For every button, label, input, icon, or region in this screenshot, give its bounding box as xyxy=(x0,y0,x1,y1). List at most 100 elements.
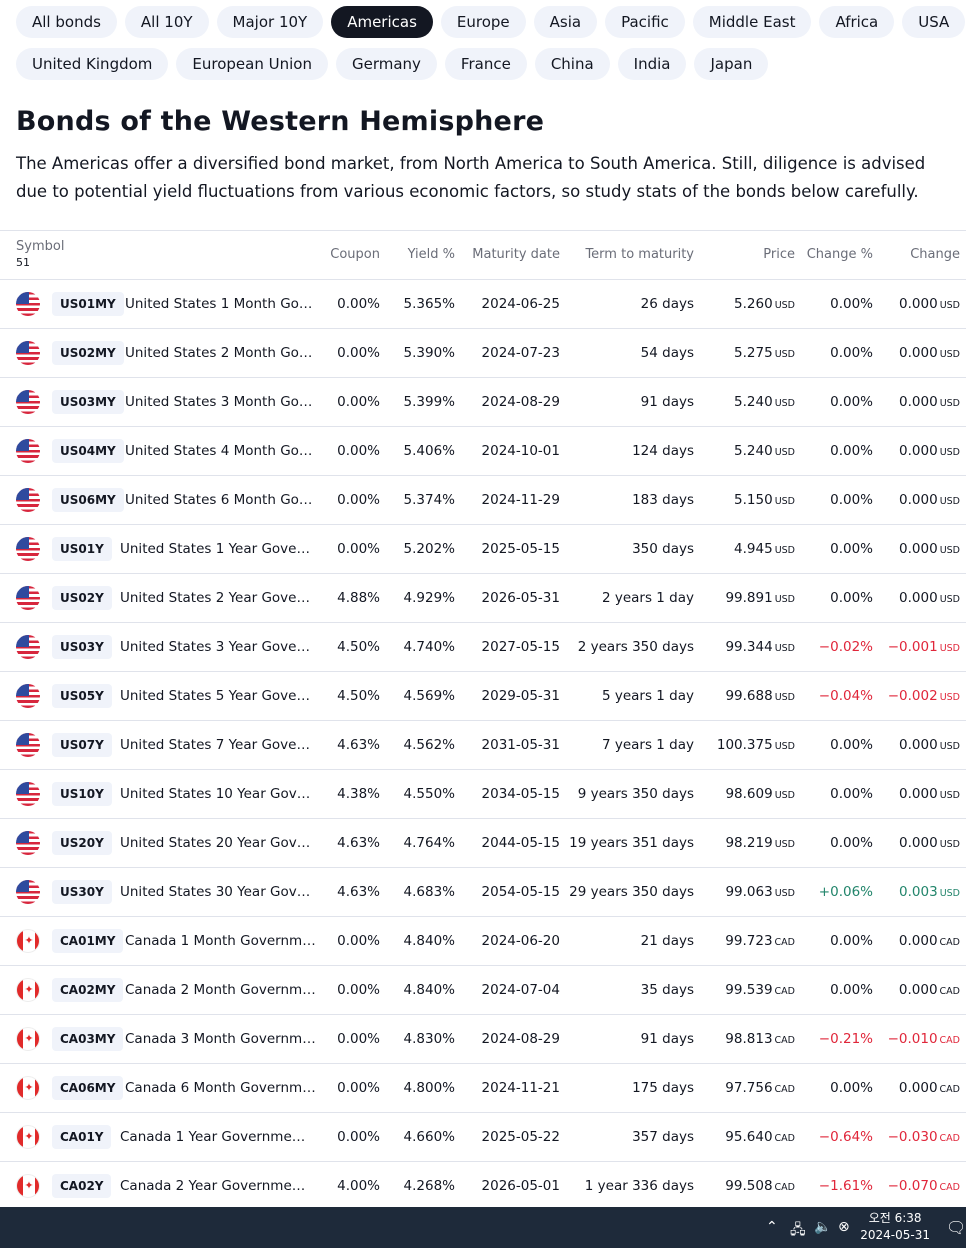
filter-pill-major-10y[interactable]: Major 10Y xyxy=(216,6,324,38)
bond-name[interactable]: United States 30 Year Government Bonds Y… xyxy=(120,884,312,900)
header-symbol[interactable]: Symbol 51 xyxy=(16,239,64,271)
windows-taskbar: ⌃ 🖧 🔈 ⊗ 오전 6:38 2024-05-31 🗨 xyxy=(0,1207,966,1248)
symbol-badge[interactable]: CA02Y xyxy=(52,1174,112,1198)
filter-pill-germany[interactable]: Germany xyxy=(335,48,437,80)
bond-name[interactable]: United States 1 Month Government Bill Yi… xyxy=(125,296,317,312)
symbol-badge[interactable]: US20Y xyxy=(52,831,112,855)
change-cell: −0.030 CAD xyxy=(888,1129,960,1145)
change-percent-value: +0.06% xyxy=(818,884,873,900)
bonds-table: Symbol 51 Coupon Yield % Maturity date T… xyxy=(0,230,966,1211)
table-row[interactable]: US07Y United States 7 Year Government Bon… xyxy=(0,721,966,770)
chevron-up-icon[interactable]: ⌃ xyxy=(766,1219,778,1235)
symbol-badge[interactable]: CA02MY xyxy=(52,978,124,1002)
symbol-badge[interactable]: US30Y xyxy=(52,880,112,904)
symbol-badge[interactable]: CA03MY xyxy=(52,1027,124,1051)
symbol-badge[interactable]: US03MY xyxy=(52,390,124,414)
system-clock[interactable]: 오전 6:38 2024-05-31 xyxy=(860,1210,930,1244)
filter-pill-united-kingdom[interactable]: United Kingdom xyxy=(16,48,169,80)
symbol-badge[interactable]: US05Y xyxy=(52,684,112,708)
header-price[interactable]: Price xyxy=(763,247,795,262)
table-row[interactable]: US20Y United States 20 Year Government Bo… xyxy=(0,819,966,868)
filter-pill-usa[interactable]: USA xyxy=(902,6,966,38)
header-change-percent[interactable]: Change % xyxy=(806,247,873,262)
filter-pill-all-10y[interactable]: All 10Y xyxy=(124,6,209,38)
bond-name[interactable]: Canada 1 Month Government Bill Yield xyxy=(125,933,317,949)
network-icon[interactable]: 🖧 xyxy=(790,1222,806,1238)
symbol-badge[interactable]: US04MY xyxy=(52,439,124,463)
price-cell: 98.609 USD xyxy=(725,786,795,802)
symbol-badge[interactable]: US06MY xyxy=(52,488,124,512)
coupon-value: 4.63% xyxy=(337,835,380,851)
filter-pill-all-bonds[interactable]: All bonds xyxy=(16,6,117,38)
table-row[interactable]: US10Y United States 10 Year Government Bo… xyxy=(0,770,966,819)
filter-pill-china[interactable]: China xyxy=(534,48,610,80)
symbol-badge[interactable]: US07Y xyxy=(52,733,112,757)
symbol-badge[interactable]: CA01MY xyxy=(52,929,124,953)
filter-pill-japan[interactable]: Japan xyxy=(694,48,769,80)
bond-name[interactable]: United States 20 Year Government Bonds Y… xyxy=(120,835,312,851)
filter-pill-asia[interactable]: Asia xyxy=(533,6,598,38)
bond-name[interactable]: United States 10 Year Government Bonds Y… xyxy=(120,786,312,802)
header-term-to-maturity[interactable]: Term to maturity xyxy=(585,247,694,262)
symbol-badge[interactable]: US01Y xyxy=(52,537,112,561)
bond-name[interactable]: United States 1 Year Government Bill Yie… xyxy=(120,541,312,557)
bond-name[interactable]: Canada 6 Month Government Bill Yield xyxy=(125,1080,317,1096)
bond-name[interactable]: United States 3 Month Government Bill Yi… xyxy=(125,394,317,410)
bond-name[interactable]: Canada 3 Month Government Bill Yield xyxy=(125,1031,317,1047)
filter-pill-americas[interactable]: Americas xyxy=(331,6,433,38)
header-change[interactable]: Change xyxy=(910,247,960,262)
table-row[interactable]: US05Y United States 5 Year Government Bon… xyxy=(0,672,966,721)
filter-pill-pacific[interactable]: Pacific xyxy=(605,6,685,38)
header-yield[interactable]: Yield % xyxy=(407,247,455,262)
filter-pill-france[interactable]: France xyxy=(444,48,527,80)
table-row[interactable]: CA02Y Canada 2 Year Government Bonds Yiel… xyxy=(0,1162,966,1211)
change-currency: USD xyxy=(939,349,960,360)
price-value: 100.375 xyxy=(716,737,773,753)
bond-name[interactable]: Canada 2 Year Government Bonds Yield xyxy=(120,1178,312,1194)
filter-pill-africa[interactable]: Africa xyxy=(819,6,895,38)
filter-pill-europe[interactable]: Europe xyxy=(440,6,526,38)
header-coupon[interactable]: Coupon xyxy=(330,247,380,262)
volume-icon[interactable]: 🔈 xyxy=(814,1219,832,1235)
close-circle-icon[interactable]: ⊗ xyxy=(838,1219,850,1235)
symbol-badge[interactable]: CA06MY xyxy=(52,1076,124,1100)
bond-name[interactable]: United States 2 Month Government Bill Yi… xyxy=(125,345,317,361)
symbol-badge[interactable]: US02Y xyxy=(52,586,112,610)
symbol-badge[interactable]: US01MY xyxy=(52,292,124,316)
yield-value: 4.569% xyxy=(403,688,455,704)
table-row[interactable]: US30Y United States 30 Year Government Bo… xyxy=(0,868,966,917)
table-row[interactable]: CA01Y Canada 1 Year Government Bill Yield… xyxy=(0,1113,966,1162)
notification-icon[interactable]: 🗨 xyxy=(946,1218,966,1237)
symbol-badge[interactable]: US03Y xyxy=(52,635,112,659)
bond-name[interactable]: United States 7 Year Government Bonds Yi… xyxy=(120,737,312,753)
symbol-badge[interactable]: US02MY xyxy=(52,341,124,365)
bond-name[interactable]: United States 4 Month Government Bill Yi… xyxy=(125,443,317,459)
filter-pill-european-union[interactable]: European Union xyxy=(176,48,328,80)
bond-name[interactable]: Canada 2 Month Government Bill Yield xyxy=(125,982,317,998)
term-value: 7 years 1 day xyxy=(601,737,694,753)
bond-name[interactable]: United States 5 Year Government Bonds Yi… xyxy=(120,688,312,704)
bond-name[interactable]: United States 6 Month Government Bill Yi… xyxy=(125,492,317,508)
change-percent-value: 0.00% xyxy=(830,982,873,998)
bond-name[interactable]: Canada 1 Year Government Bill Yield xyxy=(120,1129,312,1145)
symbol-badge[interactable]: CA01Y xyxy=(52,1125,112,1149)
table-row[interactable]: US02Y United States 2 Year Government Bon… xyxy=(0,574,966,623)
bond-name[interactable]: United States 3 Year Government Bonds Yi… xyxy=(120,639,312,655)
symbol-badge[interactable]: US10Y xyxy=(52,782,112,806)
bond-name[interactable]: United States 2 Year Government Bonds Yi… xyxy=(120,590,312,606)
filter-pill-india[interactable]: India xyxy=(617,48,687,80)
filter-pill-middle-east[interactable]: Middle East xyxy=(692,6,812,38)
header-maturity-date[interactable]: Maturity date xyxy=(472,247,560,262)
us-flag-icon xyxy=(16,439,40,463)
table-row[interactable]: US03Y United States 3 Year Government Bon… xyxy=(0,623,966,672)
table-row[interactable]: US01Y United States 1 Year Government Bil… xyxy=(0,525,966,574)
